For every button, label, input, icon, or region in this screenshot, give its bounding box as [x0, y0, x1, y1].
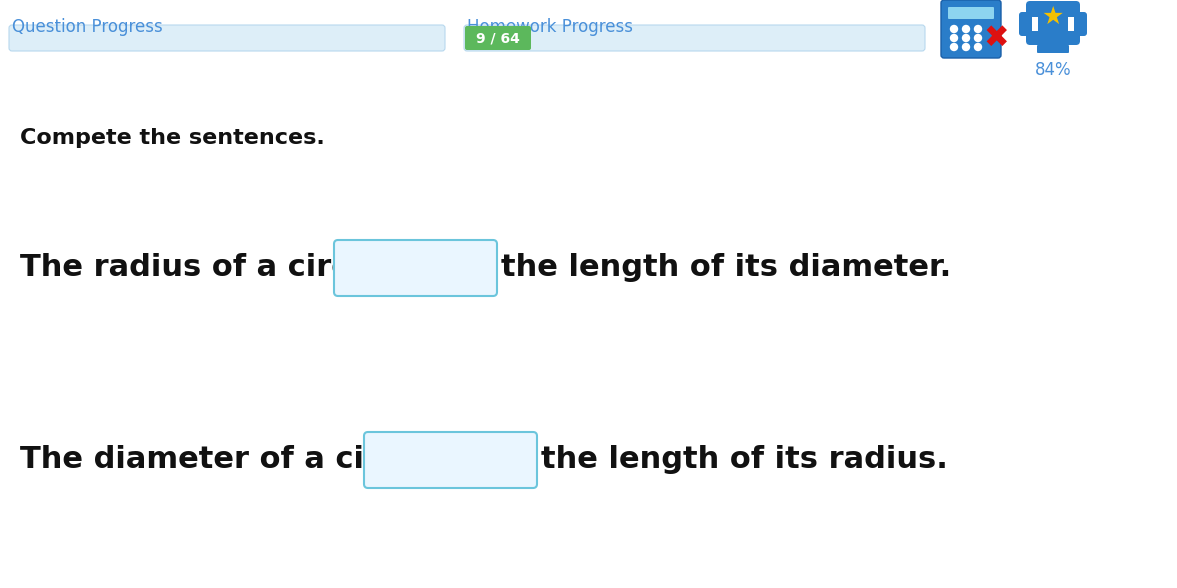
Text: the length of its diameter.: the length of its diameter.	[501, 253, 951, 282]
FancyBboxPatch shape	[1019, 12, 1037, 36]
FancyBboxPatch shape	[464, 25, 925, 51]
Text: 9 / 64: 9 / 64	[476, 31, 520, 45]
Text: Homework Progress: Homework Progress	[467, 18, 633, 36]
FancyBboxPatch shape	[364, 432, 537, 488]
FancyBboxPatch shape	[1046, 38, 1060, 48]
FancyBboxPatch shape	[1069, 12, 1088, 36]
Circle shape	[951, 44, 958, 51]
FancyBboxPatch shape	[1068, 17, 1073, 31]
Text: 84%: 84%	[1035, 61, 1071, 79]
Circle shape	[963, 35, 970, 42]
FancyBboxPatch shape	[9, 25, 445, 51]
FancyBboxPatch shape	[1026, 1, 1080, 45]
Text: Compete the sentences.: Compete the sentences.	[20, 128, 325, 148]
Text: Question Progress: Question Progress	[12, 18, 162, 36]
Circle shape	[975, 25, 982, 32]
Circle shape	[975, 35, 982, 42]
Text: ✖: ✖	[983, 24, 1009, 53]
FancyBboxPatch shape	[1032, 17, 1038, 31]
Text: The radius of a circle is: The radius of a circle is	[20, 253, 420, 282]
FancyBboxPatch shape	[947, 7, 995, 19]
Circle shape	[951, 35, 958, 42]
Text: The diameter of a circle is: The diameter of a circle is	[20, 446, 467, 475]
Circle shape	[963, 25, 970, 32]
Text: ★: ★	[1042, 5, 1064, 29]
FancyBboxPatch shape	[940, 0, 1000, 58]
Circle shape	[975, 44, 982, 51]
FancyBboxPatch shape	[465, 26, 531, 50]
Text: the length of its radius.: the length of its radius.	[541, 446, 947, 475]
FancyBboxPatch shape	[334, 240, 497, 296]
FancyBboxPatch shape	[1037, 45, 1069, 53]
Circle shape	[951, 25, 958, 32]
Circle shape	[963, 44, 970, 51]
